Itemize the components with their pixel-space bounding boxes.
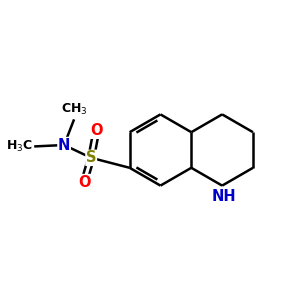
Text: NH: NH (212, 189, 237, 204)
Text: N: N (58, 137, 70, 152)
Text: O: O (90, 123, 103, 138)
Text: H$_3$C: H$_3$C (6, 139, 33, 154)
Text: S: S (86, 150, 96, 165)
Text: O: O (78, 175, 90, 190)
Text: CH$_3$: CH$_3$ (61, 102, 87, 117)
